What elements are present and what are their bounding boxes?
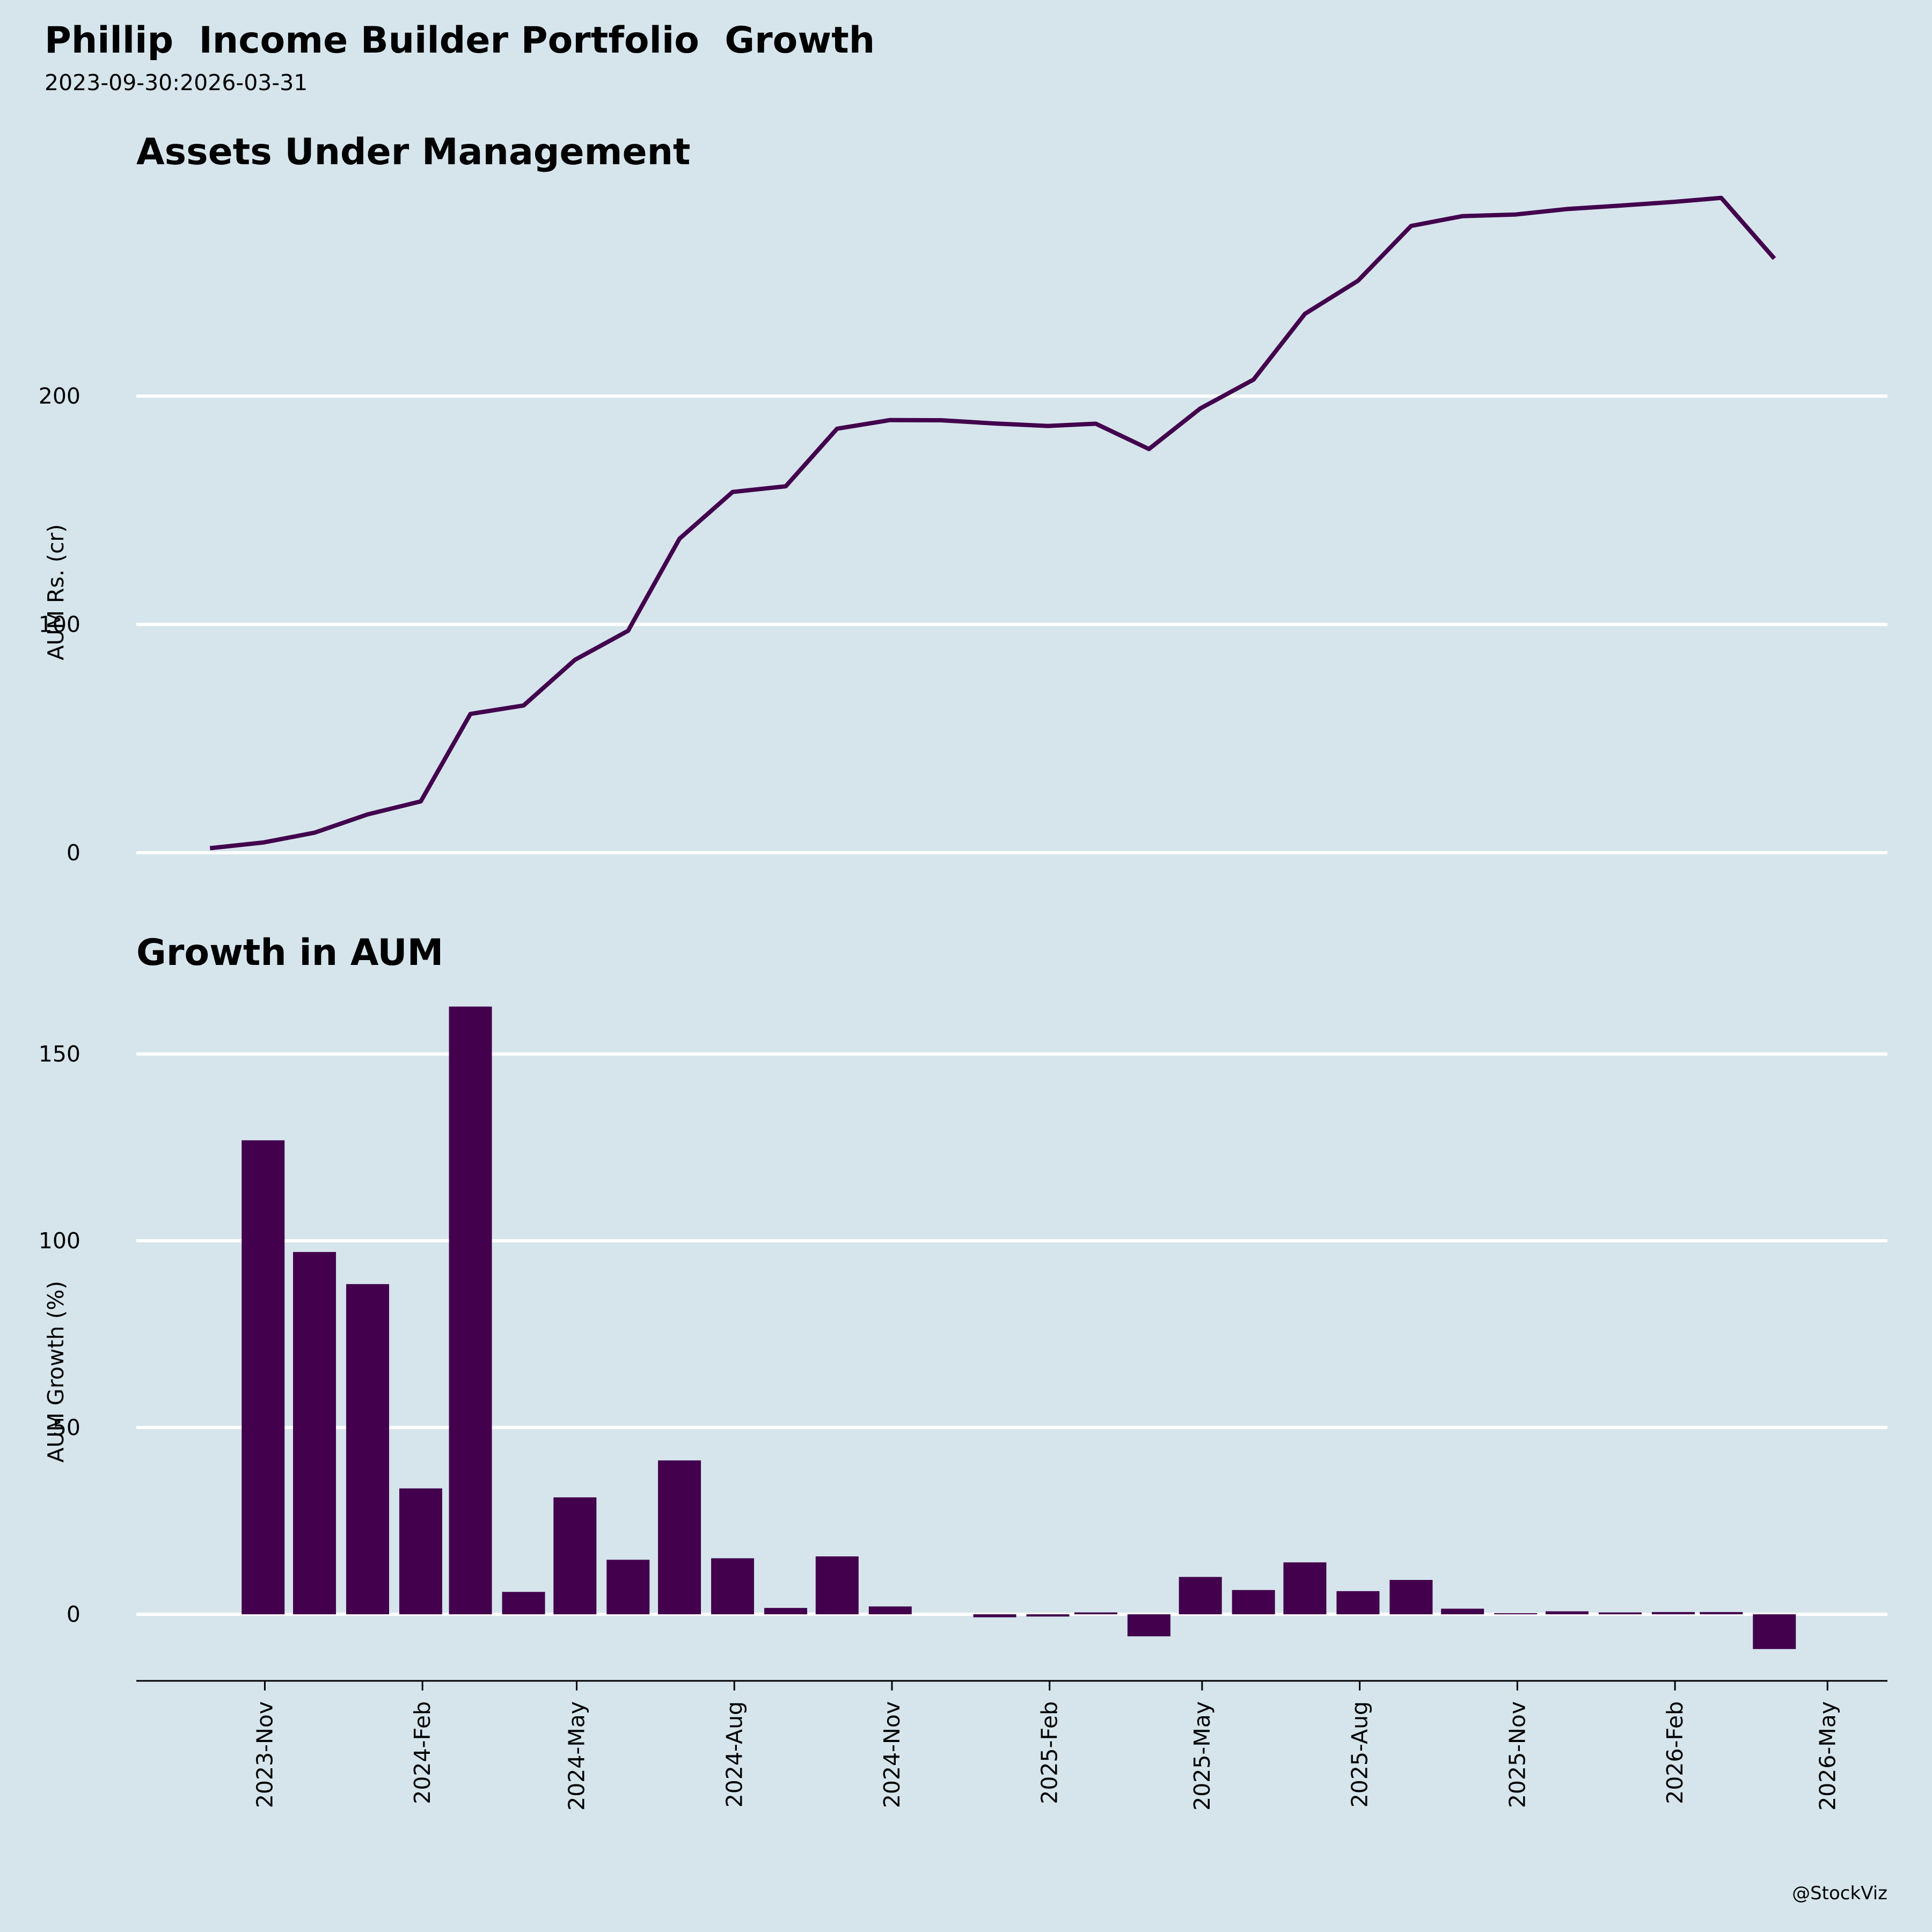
x-tick-label: 2025-Feb [1037,1701,1063,1804]
x-tick-label: 2026-May [1814,1701,1840,1811]
x-tick-label: 2024-Aug [721,1701,747,1807]
aum-y-tick-label: 0 [67,840,80,866]
growth-bar [764,1608,808,1614]
growth-bar [658,1460,701,1614]
growth-y-tick-label: 0 [67,1601,80,1627]
aum-y-tick-label: 100 [39,612,80,638]
growth-bar [1389,1579,1433,1614]
chart-subtitle: 2023-09-30:2026-03-31 [45,70,308,96]
aum-gridlines [136,394,1887,854]
growth-y-tick-label: 100 [39,1228,80,1254]
growth-bar [1074,1612,1117,1614]
x-tick-label: 2024-Feb [409,1701,435,1804]
aum-panel-title: Assets Under Management [136,131,691,173]
growth-bar [606,1560,650,1614]
x-tick-label: 2024-May [564,1701,590,1811]
growth-y-axis-label: AUM Growth (%) [43,1281,69,1463]
growth-bar [293,1252,336,1614]
growth-bars [241,1006,1796,1649]
growth-bar [399,1488,442,1614]
growth-y-tick-label: 50 [53,1415,80,1440]
growth-y-ticks: 0 50 100 150 [39,1041,80,1627]
aum-points [210,197,1775,848]
growth-y-tick-label: 150 [39,1041,80,1067]
x-tick-label: 2023-Nov [252,1701,277,1808]
x-tick-label: 2025-May [1189,1701,1215,1811]
growth-bar [1336,1591,1380,1614]
growth-bar [711,1558,755,1614]
growth-bar [1232,1590,1275,1614]
growth-bar [973,1614,1016,1618]
growth-bar [1753,1614,1796,1649]
x-tick-label: 2025-Nov [1504,1701,1530,1808]
growth-bar [346,1284,390,1614]
growth-bar [1494,1613,1538,1614]
growth-bar [1545,1611,1589,1614]
chart-title: Phillip Income Builder Portfolio Growth [45,19,875,62]
growth-bar [1700,1612,1743,1614]
aum-y-tick-label: 200 [39,383,80,409]
x-tick-label: 2024-Nov [879,1701,905,1808]
source-credit: @StockViz [1792,1883,1887,1904]
growth-gridlines [136,1052,1887,1616]
growth-bar [1598,1612,1642,1614]
growth-bar [502,1592,545,1614]
growth-bar [1441,1608,1484,1614]
growth-bar [1026,1614,1070,1617]
x-tick-label: 2025-Aug [1347,1701,1373,1807]
growth-bar [868,1606,912,1614]
aum-y-ticks: 0 100 200 [39,383,80,866]
aum-series-line [209,195,1776,851]
growth-panel: Growth in AUM 0 50 100 150 AUM Growth (%) [39,932,1887,1649]
aum-y-axis-label: AUM Rs. (cr) [43,524,69,661]
x-ticks: 2023-Nov 2024-Feb 2024-May 2024-Aug 2024-Nov… [252,1681,1840,1811]
growth-bar [449,1006,492,1614]
growth-bar [1179,1577,1222,1614]
x-tick-label: 2026-Feb [1662,1701,1688,1804]
growth-panel-title: Growth in AUM [136,932,443,974]
x-axis: 2023-Nov 2024-Feb 2024-May 2024-Aug 2024-Nov… [136,1680,1887,1811]
aum-panel: Assets Under Management 0 100 200 AUM Rs. … [39,131,1887,866]
growth-bar [241,1140,285,1614]
growth-bar [1651,1612,1695,1614]
growth-bar [1283,1562,1327,1614]
growth-bar [553,1497,597,1614]
growth-bar [815,1556,859,1614]
growth-bar [1127,1614,1170,1637]
